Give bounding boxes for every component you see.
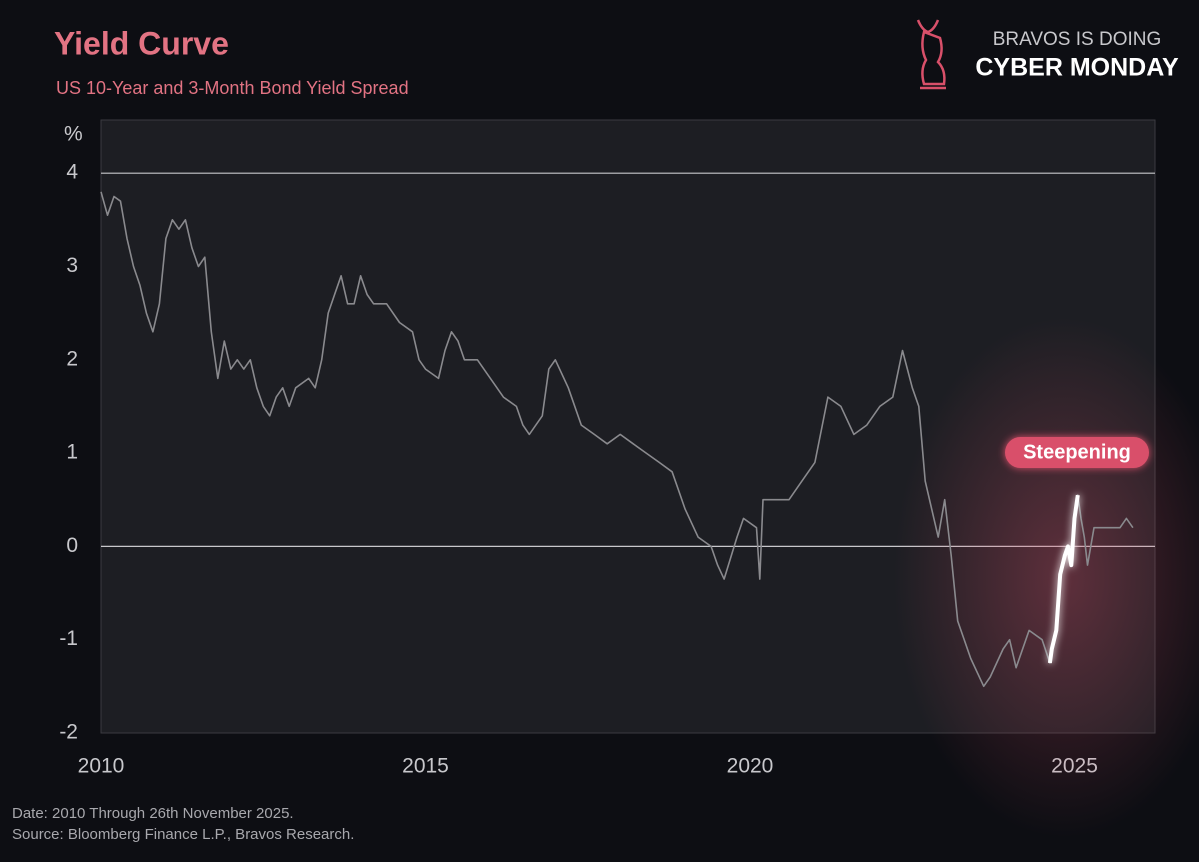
y-tick-label: 2 <box>66 347 78 370</box>
annotation-pill <box>1005 437 1149 468</box>
y-tick-label: -2 <box>59 721 78 744</box>
y-axis-label: % <box>64 123 83 146</box>
note: Source: Bloomberg Finance L.P., Bravos R… <box>12 826 354 843</box>
brand-bottom: CYBER MONDAY <box>975 54 1179 82</box>
logo <box>916 19 946 90</box>
x-tick-label: 2020 <box>727 755 774 778</box>
annotation: Steepening <box>1023 441 1131 463</box>
x-tick-label: 2015 <box>402 755 449 778</box>
note: Date: 2010 Through 26th November 2025. <box>12 805 294 822</box>
y-tick-label: 1 <box>66 441 78 464</box>
y-tick-label: 3 <box>66 254 78 277</box>
brand-top: BRAVOS IS DOING <box>993 29 1162 50</box>
chart-subtitle: US 10-Year and 3-Month Bond Yield Spread <box>56 78 409 98</box>
chart-title: Yield Curve <box>54 25 229 61</box>
y-tick-label: 0 <box>66 534 78 557</box>
y-tick-label: -1 <box>59 627 78 650</box>
highlight-line <box>1047 494 1080 664</box>
y-tick-label: 4 <box>66 161 78 184</box>
x-tick-label: 2010 <box>78 755 125 778</box>
series-line <box>100 191 1134 688</box>
